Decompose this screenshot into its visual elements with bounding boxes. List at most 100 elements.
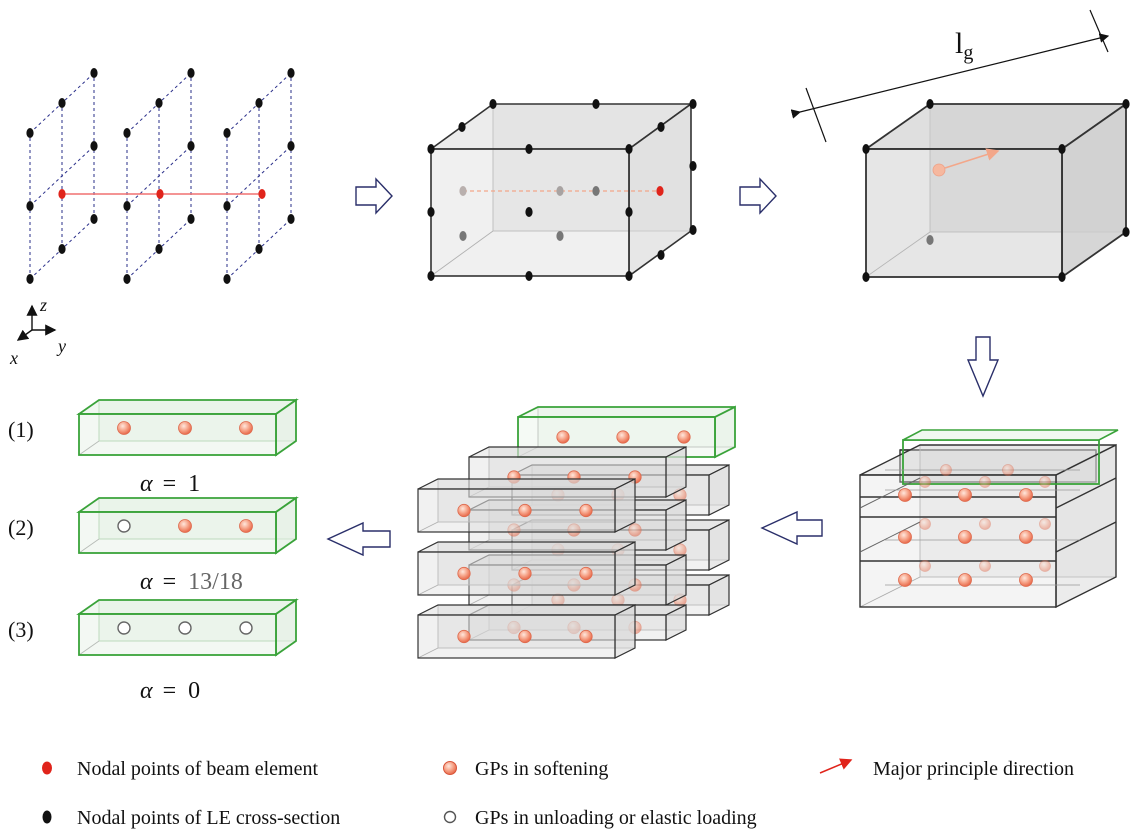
gp-softening-point xyxy=(616,430,630,444)
alpha-symbol: α xyxy=(140,678,153,704)
le-cross-section xyxy=(123,68,195,284)
gp-unloading-icon xyxy=(443,810,457,824)
le-section-node xyxy=(592,99,600,109)
beam-node-hidden xyxy=(459,186,467,196)
gp-softening-point xyxy=(1019,488,1033,502)
gp-softening-point xyxy=(117,421,131,435)
case-number-label: (3) xyxy=(8,617,34,642)
gp-softening-point xyxy=(1002,464,1014,476)
legend-gp-softening: GPs in softening xyxy=(475,758,608,780)
box-back-face xyxy=(437,478,636,523)
gp-unloading-point xyxy=(117,519,131,533)
beam-node-hidden xyxy=(556,186,564,196)
gp-softening-point xyxy=(1039,476,1051,488)
box-top-face xyxy=(417,541,636,553)
layer-depth-line xyxy=(859,477,921,509)
gp-softening-point xyxy=(239,519,253,533)
gp-unloading-point xyxy=(178,621,192,635)
le-section-node xyxy=(862,272,870,282)
gp-softening-point xyxy=(507,523,521,537)
le-section-node xyxy=(525,271,533,281)
box-top-face xyxy=(417,478,636,490)
gp-softening-point xyxy=(457,566,471,581)
box-top-face xyxy=(76,399,299,415)
box-front-face xyxy=(78,413,277,456)
le-section-node xyxy=(187,141,195,151)
gp-softening-point xyxy=(919,476,931,488)
beam-node-icon xyxy=(42,761,52,775)
gp-softening-point xyxy=(1039,560,1051,572)
box-front-face xyxy=(417,488,616,533)
case-alpha-label: α = 0 xyxy=(140,678,200,704)
alpha-symbol: α xyxy=(140,569,153,595)
gp-softening-point xyxy=(958,530,972,544)
le-section-node xyxy=(255,98,263,108)
box-front-face xyxy=(865,148,1063,278)
le-section-node xyxy=(123,128,131,138)
lg-cube xyxy=(863,102,1129,279)
gp-softening-point xyxy=(958,488,972,502)
layer-depth-line xyxy=(1055,521,1117,553)
gp-softening-point xyxy=(556,430,570,444)
box-hidden-edge xyxy=(417,647,439,659)
gp-softening-point xyxy=(979,518,991,530)
case-fiber-box xyxy=(76,398,299,457)
case-number-label: (1) xyxy=(8,417,34,442)
fiber-case: (2) α = 13/18 xyxy=(8,496,299,595)
box-side-face xyxy=(614,604,636,659)
gp-softening-point xyxy=(457,629,471,644)
layer-depth-line xyxy=(1055,477,1117,509)
hidden-node xyxy=(459,231,467,241)
fiber xyxy=(417,604,636,659)
le-section-node xyxy=(689,161,697,171)
layer-depth-line xyxy=(859,521,921,553)
le-section-node xyxy=(489,99,497,109)
le-section-node xyxy=(287,68,295,78)
gp-softening-point xyxy=(178,421,192,435)
beam-node xyxy=(258,189,266,199)
le-section-node xyxy=(689,99,697,109)
le-node-icon xyxy=(42,810,52,824)
le-section-node xyxy=(90,214,98,224)
section-dashed-line xyxy=(29,145,95,207)
solid-element-box xyxy=(427,99,697,281)
gp-softening-point xyxy=(567,470,581,484)
gp-softening-point xyxy=(239,421,253,435)
box-back-face xyxy=(919,444,1117,578)
gp-softening-point xyxy=(457,503,471,518)
arrow-down xyxy=(966,336,1000,398)
length-label-subscript: g xyxy=(963,42,973,64)
gp-softening-point xyxy=(898,488,912,502)
length-label: l xyxy=(955,27,963,60)
gp-softening-point xyxy=(178,519,192,533)
box-top-face xyxy=(76,599,299,615)
gp-softening-point xyxy=(579,566,593,581)
gp-softening-point xyxy=(979,560,991,572)
fiber-cases: (1) α = 1 (2) α = 13/18 (3) α = 0 xyxy=(8,398,299,704)
box-hidden-edge xyxy=(511,604,533,616)
le-section-node xyxy=(926,99,934,109)
le-section-node xyxy=(123,274,131,284)
fiber-box xyxy=(417,541,636,596)
gp-softening-icon xyxy=(443,761,457,775)
le-section-node xyxy=(689,225,697,235)
gp-softening-point xyxy=(673,543,687,557)
gp-softening-point xyxy=(898,573,912,587)
gp-softening-point xyxy=(979,476,991,488)
principal-direction-arrow xyxy=(944,148,1000,169)
case-fiber-box xyxy=(76,598,299,657)
gp-softening-point xyxy=(579,503,593,518)
gp-softening-point xyxy=(628,523,642,537)
fiber-case: (3) α = 0 xyxy=(8,598,299,704)
gp-softening-point xyxy=(518,629,532,644)
box-top-face xyxy=(76,497,299,513)
box xyxy=(899,449,1097,483)
le-section-node xyxy=(58,98,66,108)
axis-z-label: z xyxy=(39,295,47,315)
gp-softening-point xyxy=(1019,530,1033,544)
case-fiber-box xyxy=(76,496,299,555)
gp-softening-point xyxy=(518,503,532,518)
box-side-face xyxy=(714,405,736,459)
le-section-node xyxy=(187,214,195,224)
coordinate-axes: z y x xyxy=(9,295,66,368)
